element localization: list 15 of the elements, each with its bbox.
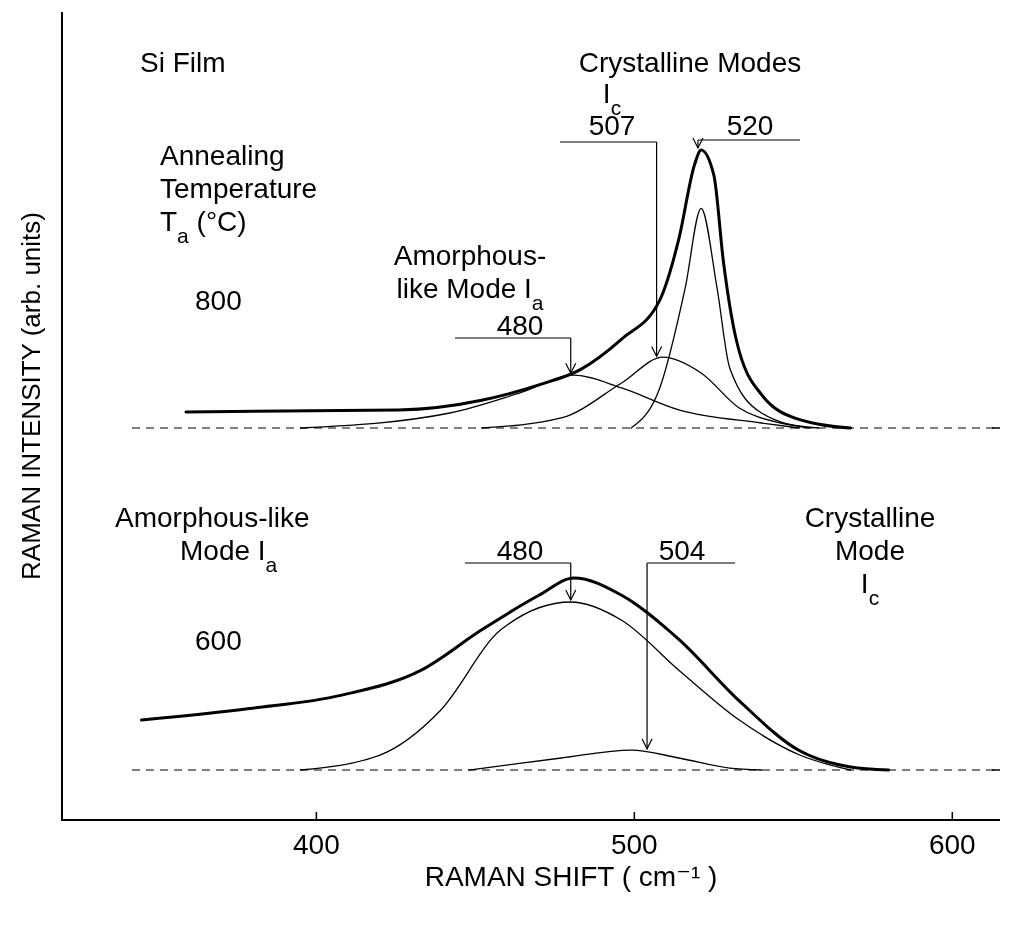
x-tick-label: 600 xyxy=(928,829,976,860)
annotation: 600 xyxy=(195,625,242,656)
text: Si Film xyxy=(140,47,226,78)
text: Amorphous-like Mode I$_{a}$ xyxy=(115,502,310,576)
annotation: 480 xyxy=(496,535,544,566)
text: Crystalline Modes xyxy=(578,47,802,78)
annotation: 800 xyxy=(195,285,242,316)
annotation: 520 xyxy=(726,110,774,141)
y-axis-title: RAMAN INTENSITY (arb. units) xyxy=(16,212,46,580)
annotation: Crystalline Mode I$_{c}$ xyxy=(804,502,936,609)
annotation: Annealing Temperature T$_{a}$ (°C) xyxy=(160,140,318,247)
x-tick-label: 400 xyxy=(293,829,340,860)
annotation: 504 xyxy=(658,535,706,566)
x-axis-title: RAMAN SHIFT ( cm⁻¹ ) xyxy=(424,861,718,892)
x-tick-label: 500 xyxy=(610,829,658,860)
